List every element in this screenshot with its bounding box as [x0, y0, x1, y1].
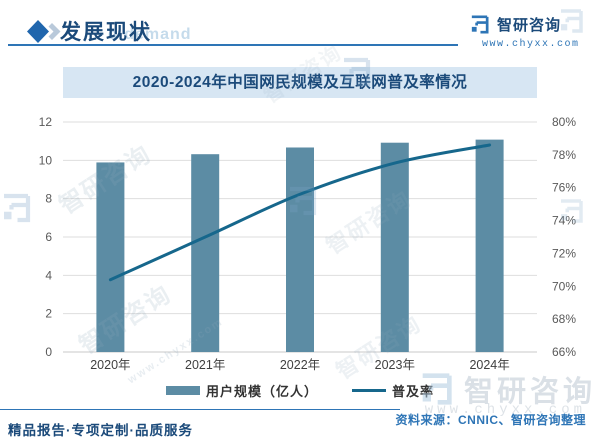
section-marker-icon — [27, 20, 61, 43]
header-divider — [8, 44, 458, 46]
svg-text:0: 0 — [45, 345, 52, 359]
svg-text:66%: 66% — [552, 345, 576, 359]
legend-item: 用户规模（亿人） — [165, 381, 318, 400]
header-watermark-text: d demand — [108, 26, 192, 43]
svg-text:2022年: 2022年 — [280, 358, 320, 372]
svg-text:70%: 70% — [552, 279, 576, 293]
legend-label: 普及率 — [392, 384, 435, 399]
legend-label: 用户规模（亿人） — [205, 384, 318, 399]
section-title: 发展现状 — [60, 21, 152, 44]
svg-text:74%: 74% — [552, 214, 576, 228]
svg-text:2023年: 2023年 — [375, 358, 415, 372]
svg-text:72%: 72% — [552, 246, 576, 260]
svg-text:4: 4 — [45, 268, 52, 282]
source-note: 资料来源：CNNIC、智研咨询整理 — [395, 413, 586, 427]
chart-legend: 用户规模（亿人） 普及率 — [0, 381, 600, 400]
legend-bar-swatch — [165, 386, 200, 395]
footer-tagline: 精品报告·专项定制·品质服务 — [8, 423, 193, 438]
svg-text:6: 6 — [45, 230, 52, 244]
svg-text:12: 12 — [39, 115, 53, 129]
brand-url: www.chyxx.com — [482, 39, 580, 50]
svg-text:2020年: 2020年 — [90, 358, 130, 372]
svg-text:10: 10 — [39, 153, 53, 167]
svg-text:76%: 76% — [552, 181, 576, 195]
chart-title: 2020-2024年中国网民规模及互联网普及率情况 — [63, 67, 537, 98]
svg-text:80%: 80% — [552, 115, 576, 129]
brand-name: 智研咨询 — [497, 17, 562, 34]
footer-divider — [0, 409, 400, 410]
legend-item: 普及率 — [352, 381, 434, 400]
svg-text:2024年: 2024年 — [469, 358, 509, 372]
svg-text:2: 2 — [45, 307, 52, 321]
svg-text:8: 8 — [45, 192, 52, 206]
legend-line-swatch — [352, 389, 386, 392]
svg-text:78%: 78% — [552, 148, 576, 162]
svg-text:68%: 68% — [552, 312, 576, 326]
combo-chart: 0 2 4 6 8 10 12 66% 68% 70% 72% 74% 76% 78% 80% 2020年 20… — [39, 115, 577, 372]
brand-block: 智研咨询 www.chyxx.com — [468, 13, 578, 50]
svg-text:2021年: 2021年 — [185, 358, 225, 372]
brand-logo-icon — [468, 13, 491, 36]
